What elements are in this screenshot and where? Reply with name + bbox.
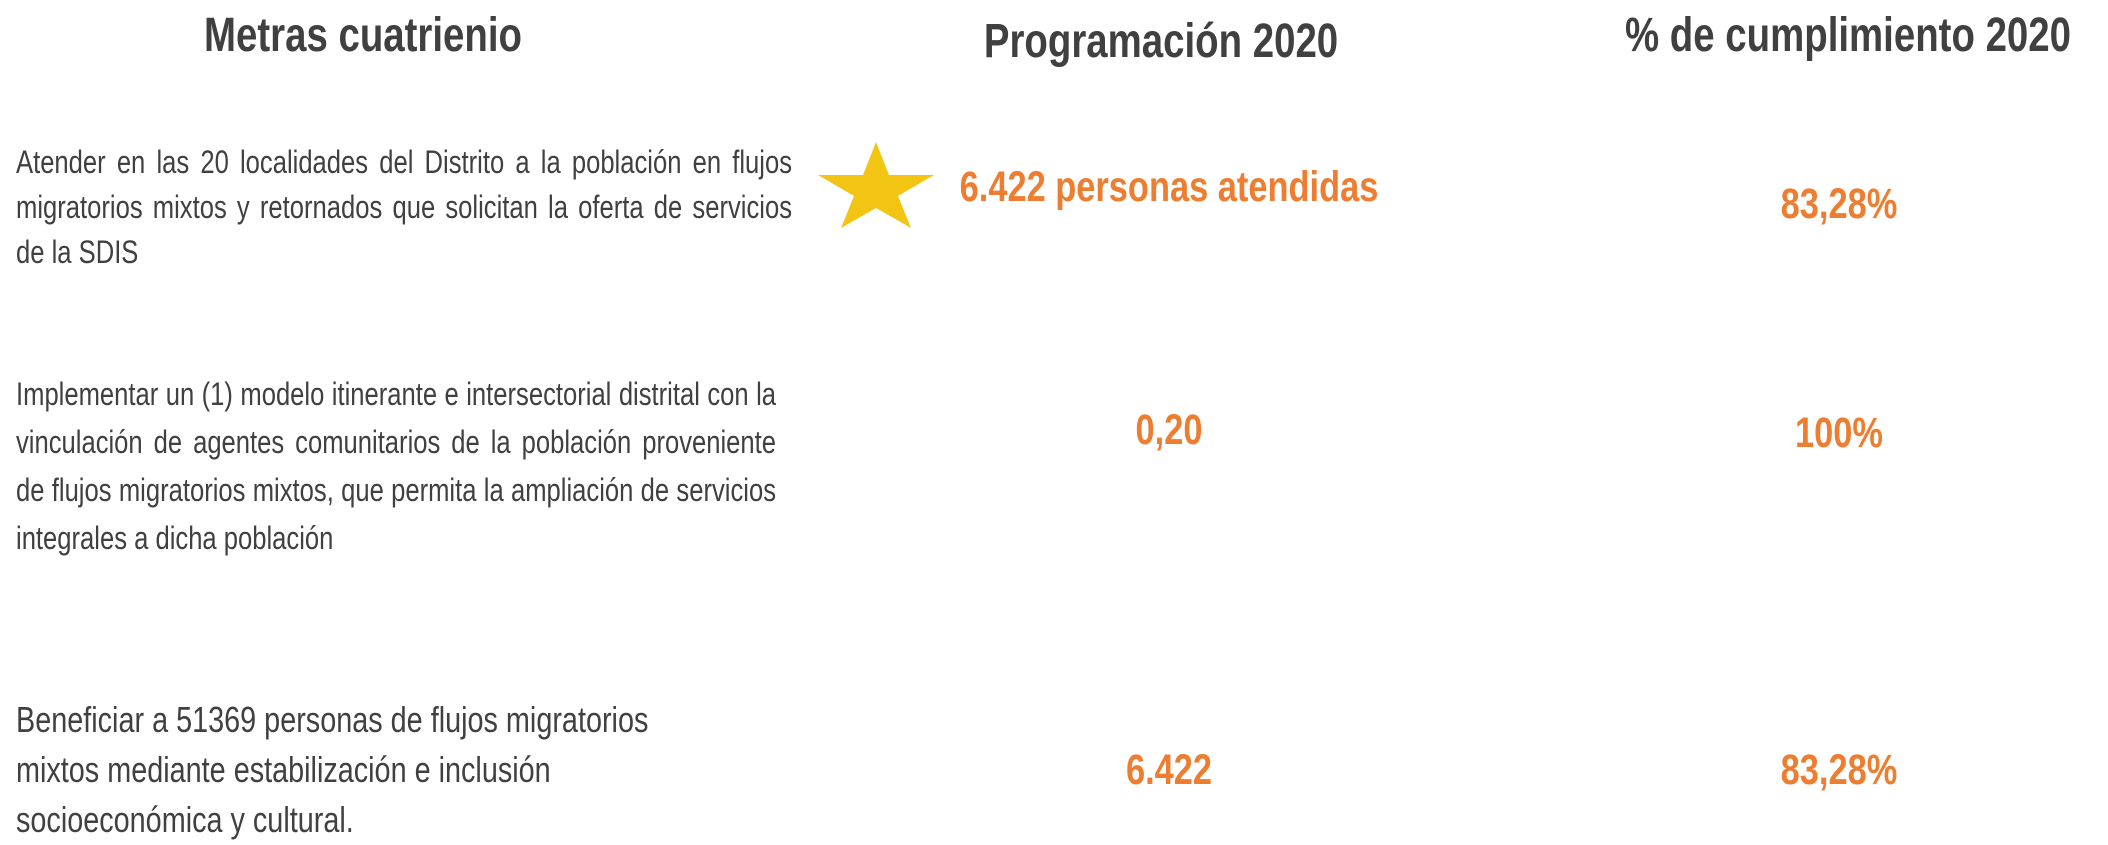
programacion-value: 6.422 personas atendidas	[959, 163, 1379, 211]
header-meta: Metras cuatrienio	[204, 9, 522, 62]
star-icon	[818, 142, 934, 228]
meta-text: Beneficiar a 51369 personas de flujos mi…	[16, 699, 649, 840]
programacion-value: 0,20	[1135, 406, 1203, 454]
cumplimiento-value: 100%	[1795, 409, 1883, 457]
header-programacion: Programación 2020	[983, 15, 1339, 68]
meta-text: Atender en las 20 localidades del Distri…	[16, 144, 792, 270]
cumplimiento-value: 83,28%	[1780, 180, 1898, 228]
header-cumplimiento: % de cumplimiento 2020	[1624, 9, 2071, 62]
cumplimiento-value: 83,28%	[1780, 746, 1898, 794]
programacion-value: 6.422	[1125, 746, 1213, 794]
meta-text: Implementar un (1) modelo itinerante e i…	[16, 376, 776, 556]
